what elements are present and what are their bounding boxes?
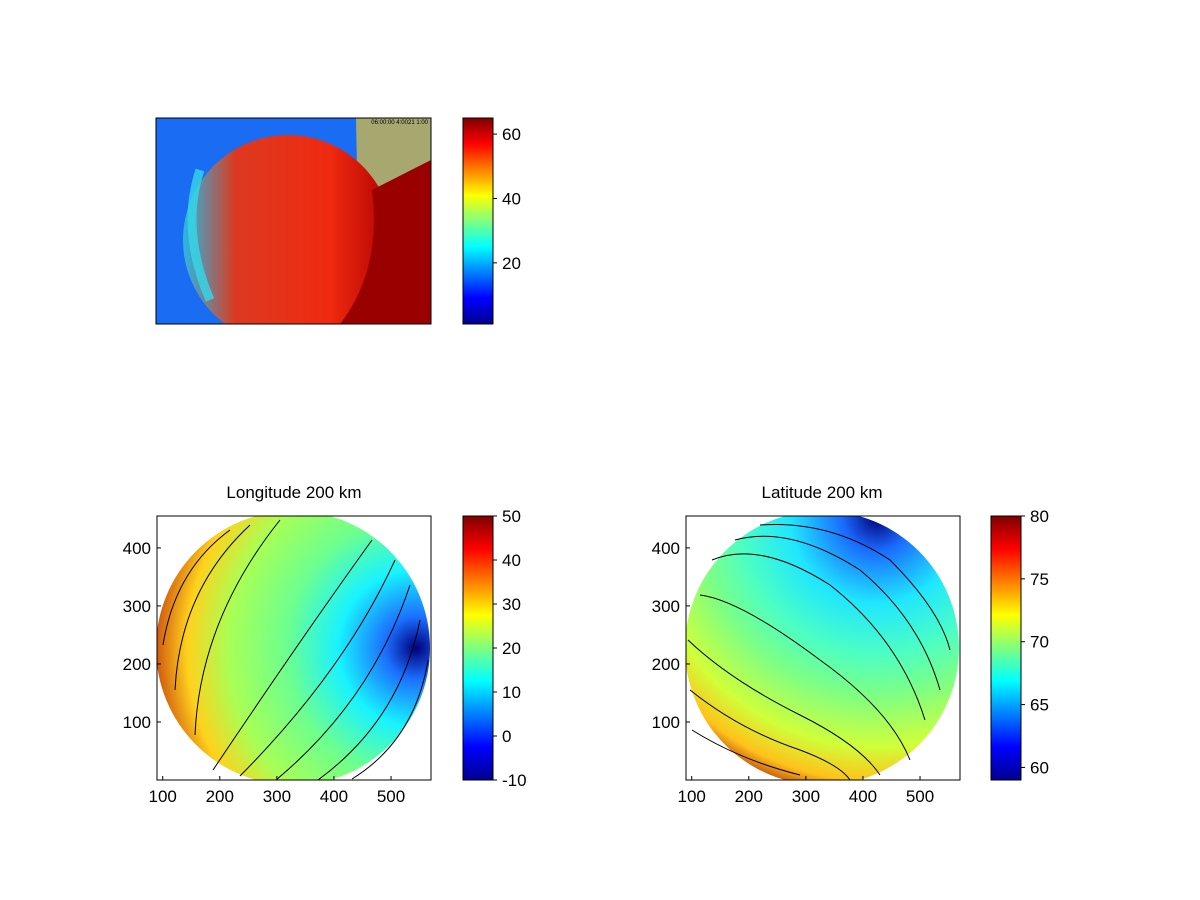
raw-colorbar-ticks: 20 40 60	[493, 125, 521, 273]
raw-colorbar: 20 40 60	[462, 117, 521, 325]
y-tick-label: 200	[652, 655, 680, 674]
latitude-axes: 100 200 300 400 500 100 200 300 400	[652, 539, 935, 806]
latitude-disk	[686, 516, 959, 780]
x-tick-label: 500	[377, 787, 405, 806]
raw-image-disk	[183, 135, 393, 324]
colorbar-tick-label: 75	[1030, 570, 1049, 589]
x-tick-label: 300	[263, 787, 291, 806]
raw-colorbar-gradient	[462, 117, 494, 325]
colorbar-tick-label: 50	[502, 507, 521, 526]
latitude-panel: Latitude 200 km 100 200 300 400 500 100 200 300…	[652, 483, 1049, 806]
raw-image-frame	[155, 117, 432, 325]
colorbar-tick-label: 20	[502, 254, 521, 273]
raw-image-shadow	[340, 160, 431, 324]
colorbar-tick-label: 70	[1030, 633, 1049, 652]
longitude-disk	[157, 516, 430, 780]
raw-image-overlay-text: 06:00:00 4:0021 1:00	[371, 120, 428, 126]
y-tick-label: 400	[652, 539, 680, 558]
x-tick-label: 300	[792, 787, 820, 806]
x-tick-label: 100	[678, 787, 706, 806]
colorbar-tick-label: 30	[502, 595, 521, 614]
latitude-axes-frame	[685, 515, 961, 781]
x-tick-label: 400	[849, 787, 877, 806]
colorbar-tick-label: 60	[1030, 758, 1049, 777]
x-tick-label: 200	[206, 787, 234, 806]
y-tick-label: 100	[652, 713, 680, 732]
longitude-title: Longitude 200 km	[226, 483, 361, 502]
colorbar-tick-label: 40	[502, 551, 521, 570]
y-tick-label: 200	[123, 655, 151, 674]
longitude-colorbar: -10 0 10 20 30 40 50	[462, 507, 527, 790]
y-tick-label: 300	[123, 597, 151, 616]
colorbar-tick-label: 20	[502, 639, 521, 658]
y-tick-label: 300	[652, 597, 680, 616]
y-tick-label: 100	[123, 713, 151, 732]
longitude-panel: Longitude 200 km 100 200 300 400 50010020030…	[123, 483, 527, 806]
latitude-colorbar: 60 65 70 75 80	[990, 507, 1049, 781]
x-tick-label: 500	[906, 787, 934, 806]
latitude-colorbar-gradient	[990, 515, 1022, 781]
raw-image-panel: 06:00:00 4:0021 1:00 20 40 60	[155, 117, 521, 325]
longitude-axes-frame	[156, 515, 432, 781]
colorbar-tick-label: 40	[502, 189, 521, 208]
raw-image-limb	[187, 168, 215, 302]
longitude-axes: 100 200 300 400 500 100 200 300 400	[123, 539, 406, 806]
y-tick-label: 400	[123, 539, 151, 558]
longitude-colorbar-gradient	[462, 515, 494, 781]
colorbar-tick-label: -10	[502, 771, 527, 790]
colorbar-tick-label: 0	[502, 727, 511, 746]
x-tick-label: 100	[149, 787, 177, 806]
colorbar-tick-label: 60	[502, 125, 521, 144]
latitude-contours	[687, 523, 951, 780]
colorbar-tick-label: 65	[1030, 696, 1049, 715]
longitude-colorbar-ticks: -10 0 10 20 30 40 50	[493, 507, 527, 790]
x-tick-label: 200	[735, 787, 763, 806]
latitude-colorbar-ticks: 60 65 70 75 80	[1021, 507, 1049, 777]
x-tick-label: 400	[320, 787, 348, 806]
colorbar-tick-label: 80	[1030, 507, 1049, 526]
longitude-contours	[162, 519, 429, 780]
latitude-title: Latitude 200 km	[762, 483, 883, 502]
colorbar-tick-label: 10	[502, 683, 521, 702]
